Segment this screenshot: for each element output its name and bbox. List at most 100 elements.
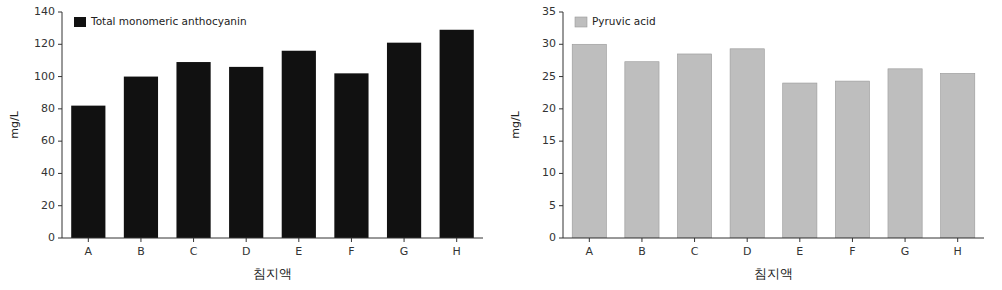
legend-swatch xyxy=(575,17,587,27)
bar xyxy=(440,30,474,238)
y-axis-line xyxy=(563,12,564,238)
y-tick xyxy=(58,76,62,77)
bar xyxy=(572,44,606,238)
legend: Total monomeric anthocyanin xyxy=(68,12,253,32)
x-tick-label: B xyxy=(137,245,145,258)
x-axis-label: 침지액 xyxy=(754,266,793,281)
y-tick-label: 0 xyxy=(549,231,556,244)
x-tick-label: G xyxy=(901,245,910,258)
y-tick xyxy=(559,205,563,206)
x-tick xyxy=(456,238,457,242)
y-tick xyxy=(58,141,62,142)
y-tick-label: 25 xyxy=(542,70,556,83)
x-tick-label: A xyxy=(586,245,594,258)
bar xyxy=(229,67,263,238)
bar xyxy=(387,43,421,238)
x-tick xyxy=(641,238,642,242)
y-tick xyxy=(559,76,563,77)
y-tick-label: 120 xyxy=(34,37,55,50)
x-tick-label: H xyxy=(954,245,962,258)
x-tick-label: B xyxy=(638,245,646,258)
legend-label: Total monomeric anthocyanin xyxy=(90,15,247,27)
y-axis-label: mg/L xyxy=(509,110,522,138)
x-tick xyxy=(957,238,958,242)
x-tick xyxy=(905,238,906,242)
legend-label: Pyruvic acid xyxy=(592,15,656,27)
y-tick xyxy=(58,238,62,239)
x-tick xyxy=(140,238,141,242)
y-tick-label: 80 xyxy=(41,102,55,115)
x-tick xyxy=(589,238,590,242)
legend: Pyruvic acid xyxy=(569,12,662,32)
panel: 0 20 40 60 80 100 120 140 A B C D E F G H 침지액 mg/L Total m… xyxy=(8,5,483,281)
x-tick-label: E xyxy=(796,245,803,258)
x-tick xyxy=(404,238,405,242)
x-axis-label: 침지액 xyxy=(253,266,292,281)
y-tick-label: 20 xyxy=(41,199,55,212)
y-tick xyxy=(559,141,563,142)
y-tick xyxy=(58,12,62,13)
bar xyxy=(71,106,105,238)
x-tick xyxy=(88,238,89,242)
x-tick-label: F xyxy=(348,245,354,258)
bar xyxy=(334,73,368,238)
y-tick xyxy=(559,44,563,45)
bar xyxy=(941,73,975,238)
x-tick xyxy=(246,238,247,242)
y-tick-label: 60 xyxy=(41,134,55,147)
y-tick-label: 10 xyxy=(542,166,556,179)
x-tick xyxy=(694,238,695,242)
bar xyxy=(677,54,711,238)
y-tick-label: 5 xyxy=(549,199,556,212)
x-tick xyxy=(747,238,748,242)
legend-bg xyxy=(68,12,253,32)
y-tick-label: 15 xyxy=(542,134,556,147)
y-tick-label: 100 xyxy=(34,70,55,83)
bar xyxy=(730,49,764,238)
bar xyxy=(124,77,158,238)
legend-swatch xyxy=(74,17,86,27)
x-tick-label: A xyxy=(85,245,93,258)
y-axis-line xyxy=(62,12,63,238)
bar xyxy=(282,51,316,238)
x-axis-line xyxy=(563,238,984,239)
y-tick-label: 35 xyxy=(542,5,556,18)
bar xyxy=(783,83,817,238)
x-tick xyxy=(799,238,800,242)
y-tick xyxy=(58,205,62,206)
x-tick-label: C xyxy=(190,245,198,258)
x-tick-label: G xyxy=(400,245,409,258)
bar xyxy=(176,62,210,238)
y-axis-label: mg/L xyxy=(8,110,21,138)
x-tick-label: E xyxy=(295,245,302,258)
y-tick-label: 20 xyxy=(542,102,556,115)
legend-bg xyxy=(569,12,662,32)
y-tick xyxy=(58,44,62,45)
x-tick xyxy=(351,238,352,242)
x-tick xyxy=(298,238,299,242)
x-tick xyxy=(852,238,853,242)
x-tick-label: C xyxy=(691,245,699,258)
figure: 020406080100120140ABCDEFGH침지액mg/LTotal m… xyxy=(0,0,1002,290)
x-tick-label: F xyxy=(849,245,855,258)
y-tick xyxy=(559,238,563,239)
bars xyxy=(71,30,474,238)
bar xyxy=(625,62,659,238)
y-tick-label: 140 xyxy=(34,5,55,18)
bar xyxy=(888,69,922,238)
x-tick-label: D xyxy=(743,245,751,258)
panel: 0 5 10 15 20 25 30 35 A B C D E F G H 침지액 mg/L Pyruvic aci… xyxy=(509,5,984,281)
x-tick xyxy=(193,238,194,242)
x-axis-line xyxy=(62,238,483,239)
y-tick-label: 30 xyxy=(542,37,556,50)
y-tick xyxy=(58,108,62,109)
y-tick xyxy=(58,173,62,174)
y-tick-label: 40 xyxy=(41,166,55,179)
bar xyxy=(835,81,869,238)
x-tick-label: D xyxy=(242,245,250,258)
x-tick-label: H xyxy=(453,245,461,258)
y-tick xyxy=(559,12,563,13)
y-tick-label: 0 xyxy=(48,231,55,244)
y-tick xyxy=(559,108,563,109)
y-tick xyxy=(559,173,563,174)
